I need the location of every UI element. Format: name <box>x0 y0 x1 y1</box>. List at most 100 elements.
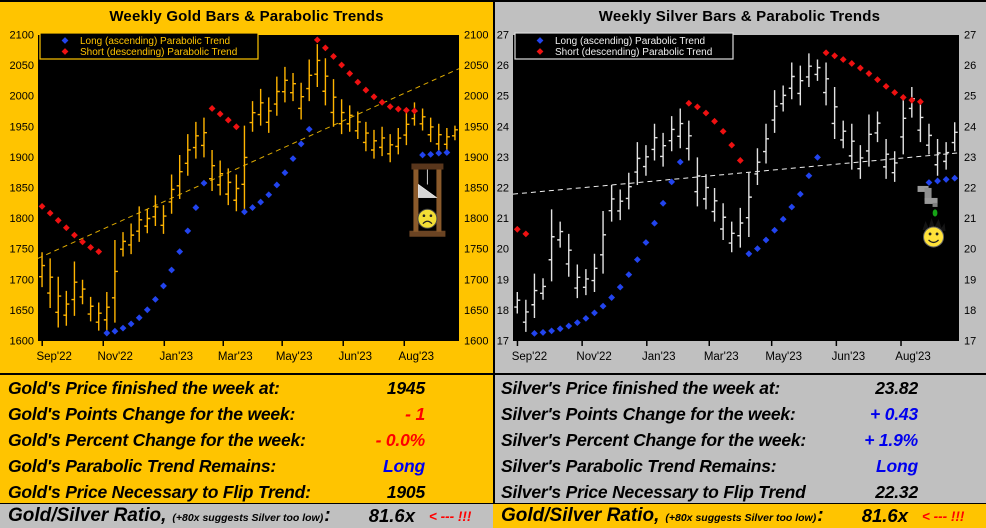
stat-label: Silver's Price Necessary to Flip Trend <box>501 481 806 502</box>
svg-text:Long (ascending) Parabolic Tre: Long (ascending) Parabolic Trend <box>555 36 705 47</box>
svg-text:Sep'22: Sep'22 <box>36 351 71 363</box>
silver-stats-table: Silver's Price finished the week at: 23.… <box>493 373 986 503</box>
stat-value: - 1 <box>405 403 425 424</box>
stat-label: Silver's Percent Change for the week: <box>501 429 807 450</box>
silver-percent-change-row: Silver's Percent Change for the week: + … <box>493 427 986 453</box>
svg-text:1600: 1600 <box>464 336 488 348</box>
svg-text:23: 23 <box>964 152 976 164</box>
svg-text:22: 22 <box>964 183 976 195</box>
ratio-colon: : <box>817 505 824 526</box>
svg-text:26: 26 <box>497 60 509 72</box>
svg-text:Mar'23: Mar'23 <box>218 351 253 363</box>
stat-value: + 0.43 <box>870 403 918 424</box>
gold-silver-ratio-row: Gold/Silver Ratio, (+80x suggests Silver… <box>0 503 493 528</box>
svg-text:May'23: May'23 <box>276 351 313 363</box>
stat-value: Long <box>876 455 918 476</box>
svg-text:Jun'23: Jun'23 <box>338 351 372 363</box>
silver-chart-title: Weekly Silver Bars & Parabolic Trends <box>493 0 986 28</box>
gold-panel: Weekly Gold Bars & Parabolic Trends 2100… <box>0 0 493 528</box>
stat-label: Silver's Points Change for the week: <box>501 403 796 424</box>
svg-text:18: 18 <box>964 305 976 317</box>
gold-trend-row: Gold's Parabolic Trend Remains: Long <box>0 453 493 479</box>
stat-label: Silver's Price finished the week at: <box>501 377 781 398</box>
svg-text:21: 21 <box>964 213 976 225</box>
svg-text:Short (descending) Parabolic T: Short (descending) Parabolic Trend <box>80 47 237 58</box>
gold-chart-title: Weekly Gold Bars & Parabolic Trends <box>0 0 493 28</box>
ratio-colon: : <box>324 505 331 526</box>
svg-text:Jun'23: Jun'23 <box>832 351 866 363</box>
svg-text:21: 21 <box>497 213 509 225</box>
svg-text:24: 24 <box>964 121 976 133</box>
stat-label: Gold's Parabolic Trend Remains: <box>8 455 276 476</box>
gold-stats-table: Gold's Price finished the week at: 1945 … <box>0 373 493 503</box>
svg-text:19: 19 <box>497 274 509 286</box>
svg-text:1650: 1650 <box>10 305 34 317</box>
svg-text:25: 25 <box>964 91 976 103</box>
svg-text:27: 27 <box>497 30 509 42</box>
svg-text:2050: 2050 <box>10 60 34 72</box>
svg-text:2100: 2100 <box>10 30 34 42</box>
svg-text:Nov'22: Nov'22 <box>98 351 133 363</box>
ratio-note: (+80x suggests Silver too low) <box>665 512 817 524</box>
silver-flip-price-row: Silver's Price Necessary to Flip Trend 2… <box>493 479 986 505</box>
stat-label: Gold's Price finished the week at: <box>8 377 280 398</box>
svg-text:19: 19 <box>964 274 976 286</box>
svg-text:20: 20 <box>497 244 509 256</box>
svg-text:2100: 2100 <box>464 30 488 42</box>
svg-text:May'23: May'23 <box>765 351 802 363</box>
stat-label: Silver's Parabolic Trend Remains: <box>501 455 777 476</box>
ratio-title: Gold/Silver Ratio, <box>501 505 660 526</box>
svg-text:22: 22 <box>497 183 509 195</box>
gold-flip-price-row: Gold's Price Necessary to Flip Trend: 19… <box>0 479 493 505</box>
svg-text:1750: 1750 <box>464 244 488 256</box>
gold-points-change-row: Gold's Points Change for the week: - 1 <box>0 401 493 427</box>
stat-value: - 0.0% <box>375 429 426 450</box>
gold-price-row: Gold's Price finished the week at: 1945 <box>0 375 493 401</box>
svg-text:1700: 1700 <box>464 274 488 286</box>
svg-text:Short (descending) Parabolic T: Short (descending) Parabolic Trend <box>555 47 712 58</box>
svg-text:20: 20 <box>964 244 976 256</box>
stat-label: Gold's Points Change for the week: <box>8 403 296 424</box>
ratio-value: 81.6x <box>368 505 415 526</box>
stat-label: Gold's Percent Change for the week: <box>8 429 306 450</box>
ratio-alert-arrow: < --- !!! <box>922 508 965 524</box>
ratio-note: (+80x suggests Silver too low) <box>172 512 324 524</box>
svg-text:Sep'22: Sep'22 <box>512 351 547 363</box>
gold-silver-ratio-row: Gold/Silver Ratio, (+80x suggests Silver… <box>493 503 986 528</box>
stat-value: 1905 <box>386 481 425 502</box>
ratio-value: 81.6x <box>861 505 908 526</box>
svg-text:17: 17 <box>964 336 976 348</box>
svg-text:Long (ascending) Parabolic Tre: Long (ascending) Parabolic Trend <box>80 36 230 47</box>
svg-text:17: 17 <box>497 336 509 348</box>
svg-text:1800: 1800 <box>10 213 34 225</box>
svg-text:Aug'23: Aug'23 <box>399 351 434 363</box>
svg-text:23: 23 <box>497 152 509 164</box>
stat-label: Gold's Price Necessary to Flip Trend: <box>8 481 311 502</box>
svg-text:1600: 1600 <box>10 336 34 348</box>
stat-value: 23.82 <box>875 377 918 398</box>
stat-value: 22.32 <box>875 481 918 502</box>
faucet-happy-face-icon <box>917 185 946 248</box>
svg-text:2050: 2050 <box>464 60 488 72</box>
svg-text:2000: 2000 <box>464 91 488 103</box>
svg-text:27: 27 <box>964 30 976 42</box>
svg-text:1750: 1750 <box>10 244 34 256</box>
svg-text:1900: 1900 <box>10 152 34 164</box>
svg-text:25: 25 <box>497 91 509 103</box>
silver-trend-row: Silver's Parabolic Trend Remains: Long <box>493 453 986 479</box>
svg-text:1800: 1800 <box>464 213 488 225</box>
gold-percent-change-row: Gold's Percent Change for the week: - 0.… <box>0 427 493 453</box>
svg-text:1850: 1850 <box>464 183 488 195</box>
gold-chart: 2100 2100 2050 2050 2000 2000 1950 1950 1900 1900… <box>0 28 493 373</box>
stat-value: 1945 <box>386 377 425 398</box>
svg-text:1700: 1700 <box>10 274 34 286</box>
silver-price-row: Silver's Price finished the week at: 23.… <box>493 375 986 401</box>
svg-text:1850: 1850 <box>10 183 34 195</box>
svg-text:26: 26 <box>964 60 976 72</box>
stat-value: + 1.9% <box>864 429 918 450</box>
svg-text:24: 24 <box>497 121 509 133</box>
svg-text:Nov'22: Nov'22 <box>576 351 611 363</box>
svg-text:18: 18 <box>497 305 509 317</box>
